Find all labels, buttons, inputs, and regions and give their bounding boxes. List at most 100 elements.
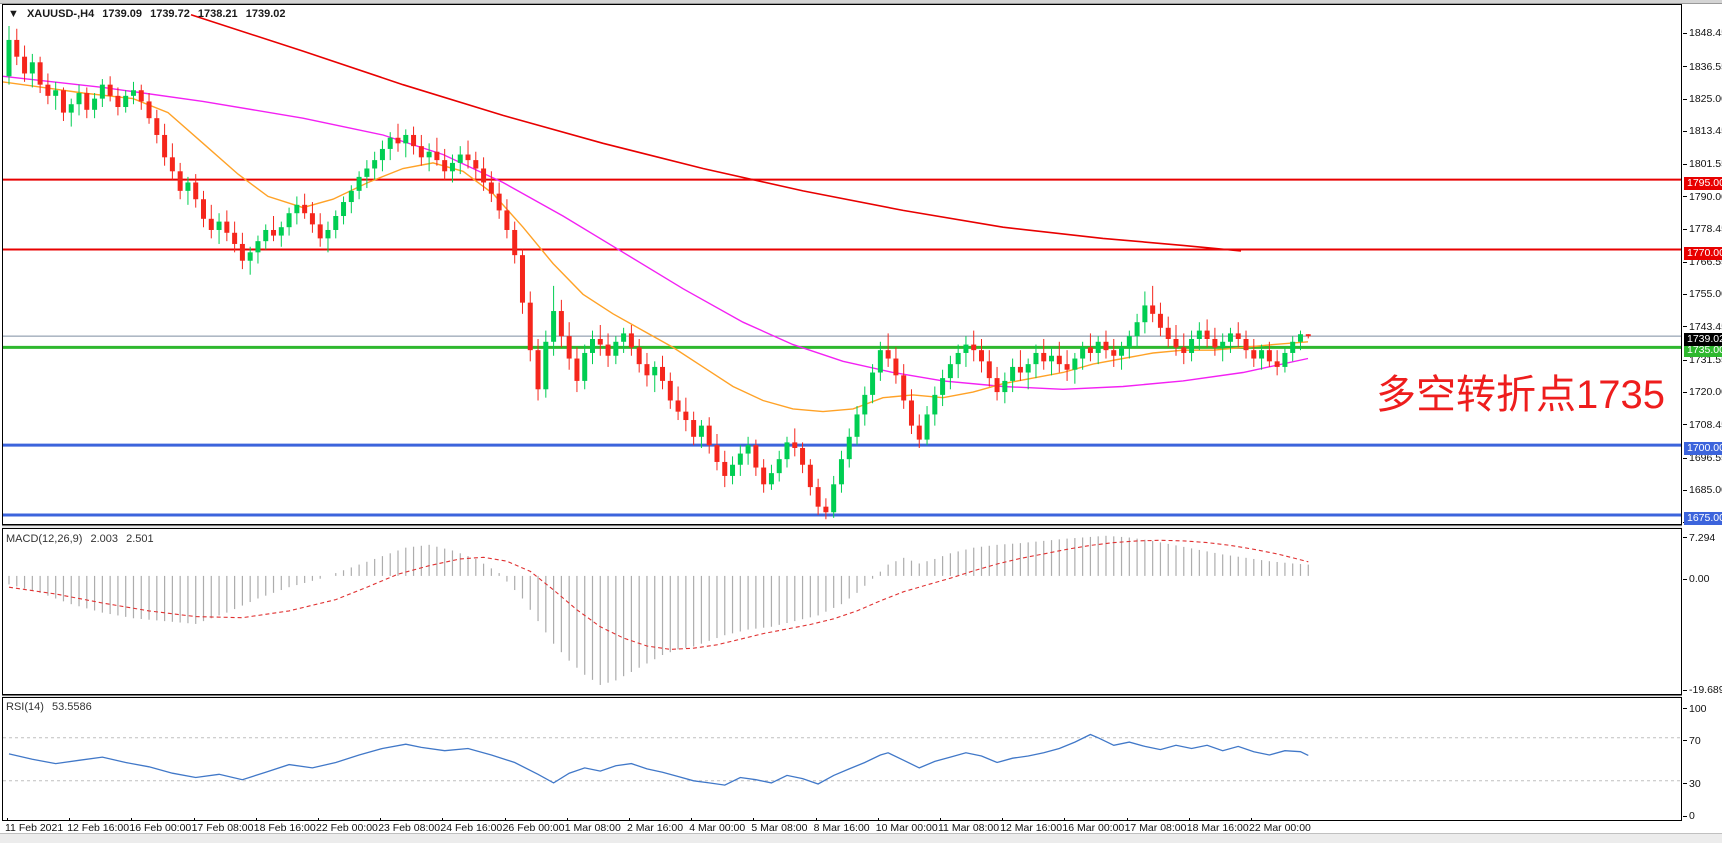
candle-body: [730, 464, 736, 476]
candle-body: [667, 380, 673, 401]
rsi-pane[interactable]: [2, 697, 1682, 821]
candle-body: [169, 157, 175, 172]
price-chart-canvas[interactable]: [3, 5, 1681, 524]
candle-body: [613, 341, 619, 356]
candle-body: [302, 204, 308, 214]
candle-body: [940, 378, 946, 395]
candle-body: [496, 193, 502, 211]
time-label: 11 Feb 2021: [5, 822, 64, 834]
current-price-badge: 1739.02: [1684, 333, 1722, 347]
level-price-badge: 1700.00: [1684, 442, 1722, 456]
candle-body: [784, 442, 790, 460]
candle-body: [379, 148, 385, 161]
time-tick: [1188, 818, 1190, 821]
candle-body: [348, 190, 354, 203]
candle-body: [800, 447, 806, 465]
candle-body: [1080, 347, 1086, 359]
candle-body: [901, 375, 907, 401]
candle-body: [278, 227, 284, 236]
price-tick-label: 1836.55: [1683, 61, 1722, 73]
candle-body: [675, 400, 681, 412]
symbol-dropdown-icon[interactable]: ▼: [8, 8, 19, 20]
macd-tick-label: -19.689: [1683, 684, 1722, 696]
macd-main-value: 2.003: [90, 533, 119, 545]
fast-ma-line[interactable]: [3, 81, 1309, 413]
candle-body: [473, 160, 479, 169]
candle-body: [465, 154, 471, 161]
slow-ma-line[interactable]: [3, 75, 1309, 391]
time-tick: [566, 818, 568, 821]
time-tick: [318, 818, 319, 821]
price-tick-label: 1708.45: [1683, 419, 1722, 431]
candle-body: [411, 134, 417, 147]
candle-body: [1072, 358, 1078, 370]
pane-splitter[interactable]: [2, 695, 1682, 697]
macd-pane[interactable]: [2, 528, 1682, 695]
candle-body: [22, 56, 28, 74]
rsi-canvas[interactable]: [3, 698, 1681, 820]
time-label: 11 Mar 08:00: [938, 822, 1000, 834]
candle-body: [838, 459, 844, 485]
candle-body: [1290, 341, 1296, 353]
time-tick: [7, 818, 8, 821]
time-axis[interactable]: 11 Feb 2021 12 Feb 16:00 16 Feb 00:00 17 Fe…: [2, 818, 1682, 834]
candle-body: [1119, 347, 1125, 356]
candle-body: [68, 104, 74, 113]
candle-body: [753, 445, 759, 468]
candle-body: [341, 202, 347, 217]
time-tick: [442, 818, 444, 821]
candle-body: [955, 352, 961, 365]
candle-body: [574, 358, 580, 381]
annotation-text[interactable]: 多空转折点1735: [1376, 373, 1665, 417]
candle-body: [193, 182, 199, 200]
candle-body: [636, 347, 642, 365]
candle-body: [1150, 305, 1156, 314]
price-axis[interactable]: 1848.45 1836.55 1825.00 1813.45 1801.55 1790.…: [1683, 4, 1722, 833]
candle-body: [1181, 347, 1187, 353]
candle-body: [963, 344, 969, 353]
candle-body: [582, 352, 588, 381]
macd-signal-line: [8, 539, 1309, 650]
candle-body: [691, 420, 697, 437]
candle-body: [994, 378, 1000, 393]
candle-body: [60, 90, 66, 113]
candle-body: [1266, 350, 1272, 362]
candle-body: [1010, 366, 1016, 381]
candle-body: [372, 160, 378, 169]
candle-body: [247, 252, 253, 261]
candle-body: [831, 484, 837, 513]
candle-body: [683, 411, 689, 421]
time-label: 8 Mar 16:00: [813, 822, 870, 834]
candle-body: [45, 84, 51, 96]
candle-body: [597, 338, 603, 345]
candle-body: [1134, 322, 1140, 337]
candle-body: [1173, 338, 1179, 348]
status-bar: [0, 833, 1722, 843]
candle-body: [14, 39, 20, 57]
time-label: 24 Feb 16:00: [440, 822, 503, 834]
candle-body: [356, 176, 362, 191]
candle-body: [1126, 336, 1132, 348]
time-tick: [255, 818, 257, 821]
candle-body: [6, 39, 12, 77]
candle-body: [527, 302, 533, 351]
candle-body: [123, 95, 129, 108]
candle-body: [1196, 330, 1202, 339]
descending-trendline[interactable]: [190, 14, 1242, 252]
main-chart-pane[interactable]: [2, 4, 1682, 525]
rsi-tick-label: 0: [1683, 810, 1695, 822]
macd-tick-label: 7.294: [1683, 532, 1715, 544]
candle-body: [201, 199, 206, 219]
candle-body: [239, 243, 245, 261]
candle-body: [76, 93, 82, 105]
candle-body: [309, 213, 315, 225]
price-tick-label: 1778.45: [1683, 223, 1722, 235]
candle-body: [885, 350, 891, 359]
price-tick-label: 1790.00: [1683, 191, 1722, 203]
candle-body: [449, 162, 455, 172]
rsi-tick-label: 70: [1683, 735, 1701, 747]
pane-splitter[interactable]: [2, 525, 1682, 528]
time-tick: [504, 818, 506, 821]
macd-canvas[interactable]: [3, 529, 1681, 694]
